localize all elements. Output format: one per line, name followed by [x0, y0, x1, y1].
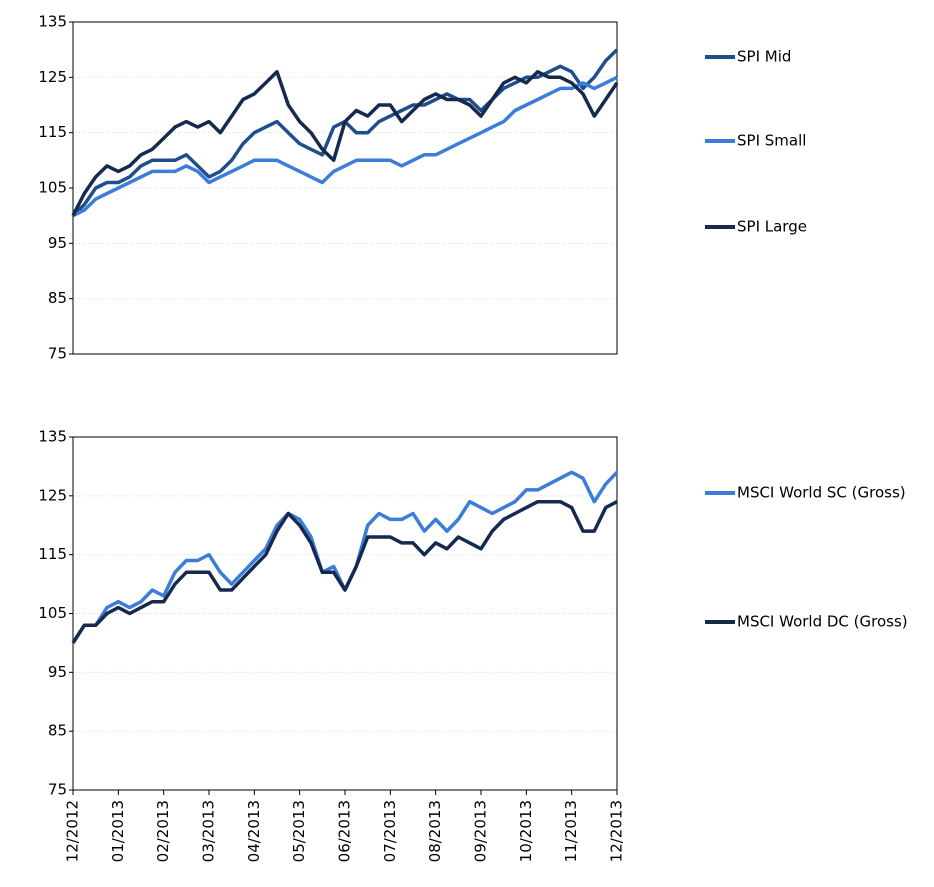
- x-tick-label: 05/2013: [290, 800, 308, 862]
- x-tick-label: 09/2013: [472, 800, 490, 862]
- x-tick-label: 12/2012: [64, 800, 82, 862]
- x-tick-label: 02/2013: [154, 800, 172, 862]
- y-tick-label: 105: [38, 604, 67, 622]
- x-tick-label: 04/2013: [245, 800, 263, 862]
- y-tick-label: 75: [48, 781, 67, 799]
- y-tick-label: 75: [48, 345, 67, 363]
- x-tick-label: 10/2013: [517, 800, 535, 862]
- legend-label: SPI Large: [737, 218, 807, 236]
- x-tick-label: 03/2013: [200, 800, 218, 862]
- y-tick-label: 105: [38, 179, 67, 197]
- x-tick-label: 12/2013: [608, 800, 626, 862]
- x-tick-label: 01/2013: [109, 800, 127, 862]
- series-line: [72, 75, 618, 218]
- y-tick-label: 125: [38, 486, 67, 504]
- x-tick-label: 11/2013: [562, 800, 580, 862]
- y-tick-label: 85: [48, 722, 67, 740]
- x-tick-label: 07/2013: [381, 800, 399, 862]
- series-line: [71, 470, 619, 644]
- series-line: [71, 499, 618, 644]
- y-tick-label: 125: [38, 68, 67, 86]
- y-tick-label: 115: [38, 545, 67, 563]
- y-tick-label: 95: [48, 663, 67, 681]
- legend-label: SPI Small: [737, 132, 806, 150]
- y-tick-label: 95: [48, 234, 67, 252]
- y-tick-label: 85: [48, 289, 67, 307]
- legend-label: MSCI World DC (Gross): [737, 613, 908, 631]
- y-tick-label: 135: [38, 13, 67, 31]
- legend-label: MSCI World SC (Gross): [737, 484, 906, 502]
- x-tick-label: 08/2013: [426, 800, 444, 862]
- x-tick-label: 06/2013: [336, 800, 354, 862]
- series-line: [71, 70, 619, 217]
- plot-frame: [72, 21, 618, 355]
- y-tick-label: 135: [38, 428, 67, 446]
- y-tick-label: 115: [38, 123, 67, 141]
- legend-label: SPI Mid: [737, 48, 791, 66]
